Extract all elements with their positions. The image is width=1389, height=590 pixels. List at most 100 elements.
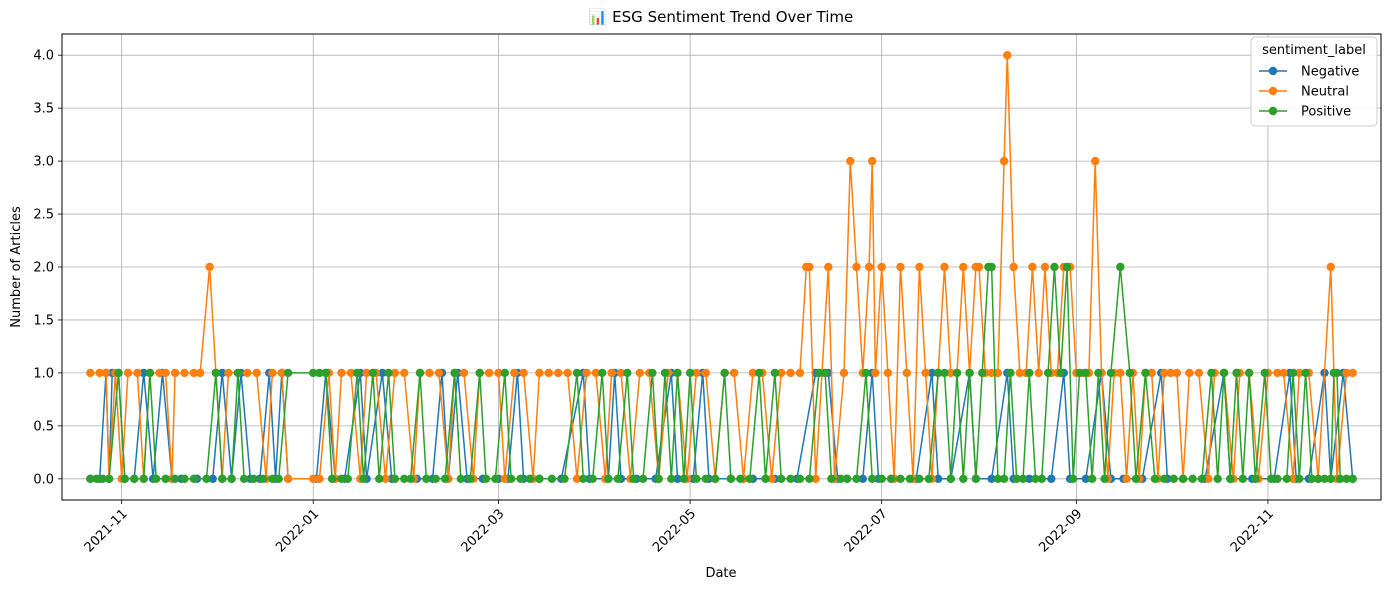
data-point-positive [145,368,155,378]
data-point-positive [1116,262,1125,272]
data-point-positive [422,474,431,483]
data-point-negative [1025,474,1034,483]
data-point-positive [1160,474,1169,483]
data-point-neutral [224,368,233,378]
data-point-positive [415,368,425,378]
data-point-positive [249,474,258,483]
data-point-negative [987,474,996,483]
data-point-positive [934,368,943,378]
data-point-positive [525,474,535,483]
data-point-positive [777,474,786,483]
data-point-neutral [390,368,400,378]
data-point-positive [1087,474,1097,483]
data-point-positive [1025,368,1034,378]
data-point-neutral [729,368,739,378]
data-point-positive [993,474,1003,483]
data-point-positive [1207,368,1216,378]
data-point-neutral [283,474,293,483]
data-point-positive [814,368,824,378]
data-point-neutral [1122,474,1131,483]
x-tick-label: 2022-09 [1036,506,1085,555]
data-point-neutral [1348,368,1357,378]
data-point-positive [679,474,688,483]
data-point-positive [667,474,676,483]
data-point-positive [1188,474,1197,483]
data-point-positive [400,474,409,483]
x-tick-label: 2022-05 [650,506,699,555]
data-point-positive [842,474,852,483]
data-point-neutral [1185,368,1194,378]
data-point-positive [368,368,378,378]
data-point-neutral [268,368,277,378]
x-tick-label: 2021-11 [82,506,131,555]
data-point-neutral [591,368,601,378]
data-point-neutral [133,368,142,378]
data-point-positive [233,368,243,378]
data-point-positive [180,474,189,483]
data-point-positive [999,474,1009,483]
legend-marker-positive [1268,106,1278,116]
data-point-positive [896,474,905,483]
data-point-positive [1219,368,1229,378]
data-point-neutral [494,368,503,378]
data-point-neutral [1295,368,1304,378]
data-point-positive [1106,368,1116,378]
data-point-neutral [196,368,205,378]
data-point-neutral [1003,51,1012,60]
data-point-neutral [1116,368,1125,378]
data-point-positive [820,368,830,378]
data-point-neutral [974,262,984,272]
data-point-neutral [1040,262,1050,272]
data-point-positive [1031,474,1040,483]
legend-title: sentiment_label [1262,43,1366,58]
data-point-neutral [243,368,252,378]
data-point-neutral [161,368,170,378]
data-point-positive [868,474,877,483]
data-point-positive [924,474,933,483]
data-point-neutral [252,368,261,378]
data-point-positive [1037,474,1047,483]
data-point-neutral [795,368,805,378]
data-point-positive [218,474,227,483]
data-point-positive [1314,474,1323,483]
data-point-positive [1307,474,1317,483]
data-point-positive [500,368,509,378]
data-point-positive [375,474,384,483]
data-point-positive [1169,474,1178,483]
data-point-neutral [607,368,616,378]
data-point-positive [1018,474,1028,483]
data-point-positive [343,474,352,483]
data-point-positive [805,474,814,483]
data-point-positive [390,474,400,483]
data-point-positive [726,474,736,483]
data-point-positive [1244,368,1254,378]
data-point-positive [660,368,670,378]
data-point-positive [959,474,968,483]
data-point-neutral [846,156,855,166]
data-point-neutral [883,368,893,378]
data-point-negative [139,368,148,378]
data-point-positive [1266,474,1276,483]
data-point-positive [315,368,324,378]
data-point-positive [114,368,123,378]
data-point-positive [1288,368,1298,378]
data-point-positive [940,368,949,378]
y-tick-label: 2.5 [33,208,54,223]
data-point-neutral [1204,474,1213,483]
data-point-neutral [337,368,346,378]
data-point-neutral [839,368,849,378]
data-point-positive [1238,474,1248,483]
data-point-neutral [692,368,701,378]
y-tick-label: 1.5 [33,313,54,328]
y-tick-label: 0.0 [33,472,54,487]
data-point-positive [629,474,638,483]
data-point-neutral [940,262,949,272]
chart-title: 📊 ESG Sentiment Trend Over Time [589,8,854,26]
data-point-positive [431,474,440,483]
data-point-neutral [1279,368,1288,378]
data-point-positive [202,474,211,483]
data-point-positive [120,474,129,483]
data-point-positive [139,474,148,483]
data-point-neutral [544,368,553,378]
grid-lines [62,34,1381,500]
